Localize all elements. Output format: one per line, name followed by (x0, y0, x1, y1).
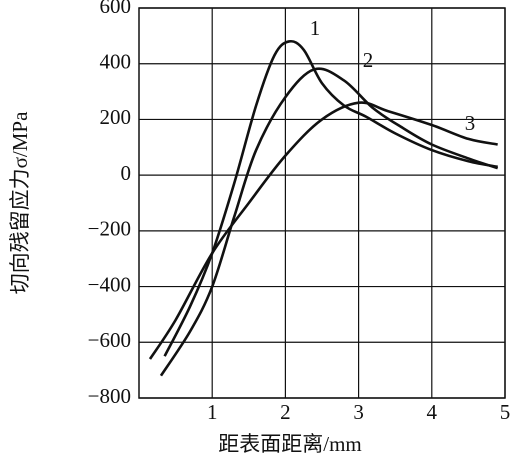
y-axis-label: 切向残留应力σ/MPa (8, 111, 32, 295)
y-tick-label: −600 (88, 328, 131, 352)
y-tick-label: 0 (121, 161, 132, 185)
y-tick-label: 400 (100, 50, 132, 74)
line-series (159, 67, 499, 377)
series-label: 3 (465, 111, 476, 135)
y-tick-label: −800 (88, 384, 131, 408)
x-tick-label: 1 (207, 400, 218, 424)
x-axis-label: 距表面距离/mm (218, 432, 362, 456)
x-tick-label: 4 (427, 400, 438, 424)
y-tick-label: −200 (88, 217, 131, 241)
y-tick-label: −400 (88, 272, 131, 296)
x-tick-label: 3 (353, 400, 364, 424)
x-tick-label: 5 (500, 400, 510, 424)
line-series (163, 39, 498, 357)
plot-frame (138, 7, 506, 399)
y-tick-label: 200 (100, 105, 132, 129)
line-series (148, 101, 498, 360)
series-label: 1 (310, 16, 321, 40)
series-label: 2 (363, 48, 374, 72)
y-tick-label: 600 (100, 0, 132, 18)
x-tick-label: 2 (280, 400, 291, 424)
